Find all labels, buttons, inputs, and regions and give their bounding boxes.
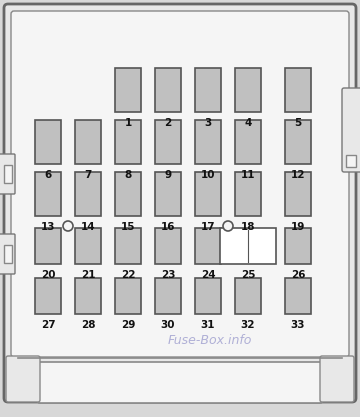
Text: 32: 32 (241, 320, 255, 330)
Text: 25: 25 (241, 270, 255, 280)
Text: 3: 3 (204, 118, 212, 128)
FancyBboxPatch shape (37, 362, 323, 403)
Bar (220, 228, 276, 264)
Bar (346, 155, 356, 167)
Bar (195, 120, 221, 164)
FancyBboxPatch shape (342, 88, 360, 172)
Bar (235, 120, 261, 164)
Circle shape (223, 221, 233, 231)
Text: 11: 11 (241, 170, 255, 180)
Text: 15: 15 (121, 222, 135, 232)
Text: 17: 17 (201, 222, 215, 232)
Bar (35, 228, 61, 264)
Bar (75, 228, 101, 264)
Bar (235, 278, 261, 314)
Bar (4, 245, 12, 263)
Text: 4: 4 (244, 118, 252, 128)
Bar (195, 68, 221, 112)
Text: 28: 28 (81, 320, 95, 330)
Bar (285, 278, 311, 314)
Text: 16: 16 (161, 222, 175, 232)
FancyBboxPatch shape (4, 4, 356, 402)
Text: 24: 24 (201, 270, 215, 280)
Bar (155, 228, 181, 264)
Bar (75, 172, 101, 216)
Text: 19: 19 (291, 222, 305, 232)
Bar (115, 228, 141, 264)
FancyBboxPatch shape (6, 356, 40, 402)
Circle shape (63, 221, 73, 231)
Text: 18: 18 (241, 222, 255, 232)
Text: 23: 23 (161, 270, 175, 280)
Bar (195, 172, 221, 216)
Bar (35, 172, 61, 216)
FancyBboxPatch shape (320, 356, 354, 402)
Bar (195, 228, 221, 264)
Bar (35, 120, 61, 164)
Text: 33: 33 (291, 320, 305, 330)
Bar (75, 278, 101, 314)
Bar (35, 278, 61, 314)
Text: 22: 22 (121, 270, 135, 280)
Text: 8: 8 (124, 170, 132, 180)
Bar (115, 68, 141, 112)
Text: 14: 14 (81, 222, 95, 232)
Bar (115, 278, 141, 314)
Text: 26: 26 (291, 270, 305, 280)
FancyBboxPatch shape (0, 154, 15, 194)
Bar (4, 165, 12, 183)
Text: 29: 29 (121, 320, 135, 330)
FancyBboxPatch shape (0, 234, 15, 274)
Text: 6: 6 (44, 170, 51, 180)
Text: 31: 31 (201, 320, 215, 330)
Bar (75, 120, 101, 164)
Text: 20: 20 (41, 270, 55, 280)
Text: 30: 30 (161, 320, 175, 330)
Bar (155, 120, 181, 164)
Bar (285, 228, 311, 264)
Text: 12: 12 (291, 170, 305, 180)
Text: 1: 1 (124, 118, 132, 128)
Bar (155, 172, 181, 216)
Bar (285, 68, 311, 112)
Bar (285, 120, 311, 164)
Bar (155, 278, 181, 314)
Bar (115, 172, 141, 216)
Text: 7: 7 (84, 170, 92, 180)
Text: 10: 10 (201, 170, 215, 180)
Bar (195, 278, 221, 314)
Bar (115, 120, 141, 164)
Bar (235, 172, 261, 216)
Text: Fuse-Box.info: Fuse-Box.info (168, 334, 252, 347)
Text: 21: 21 (81, 270, 95, 280)
Text: 9: 9 (165, 170, 172, 180)
Text: 27: 27 (41, 320, 55, 330)
Bar (155, 68, 181, 112)
Text: 5: 5 (294, 118, 302, 128)
Text: 2: 2 (165, 118, 172, 128)
Bar (235, 68, 261, 112)
Text: 13: 13 (41, 222, 55, 232)
Bar (285, 172, 311, 216)
FancyBboxPatch shape (11, 11, 349, 357)
